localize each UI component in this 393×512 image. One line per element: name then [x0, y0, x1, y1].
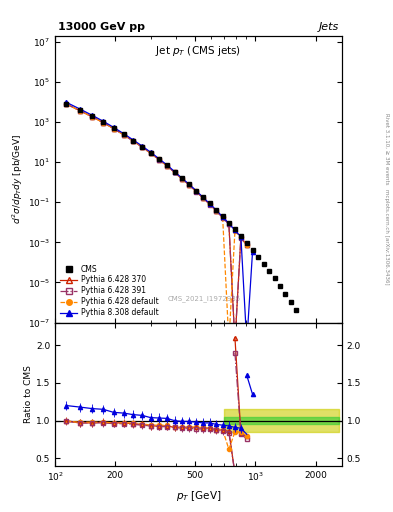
Pythia 6.428 default: [172, 169, 177, 176]
Pythia 6.428 default: [201, 195, 206, 201]
Text: Rivet 3.1.10, ≥ 3M events: Rivet 3.1.10, ≥ 3M events: [384, 113, 389, 184]
Pythia 6.428 391: [101, 120, 106, 126]
Pythia 6.428 391: [208, 201, 212, 207]
Pythia 8.308 default: [77, 106, 82, 112]
Pythia 8.308 default: [130, 137, 135, 143]
Pythia 6.428 370: [194, 188, 199, 195]
Pythia 8.308 default: [180, 175, 184, 181]
Pythia 8.308 default: [148, 149, 153, 155]
Pythia 6.428 370: [77, 108, 82, 114]
Pythia 6.428 default: [111, 125, 116, 132]
Pythia 6.428 default: [90, 114, 94, 120]
Pythia 8.308 default: [214, 207, 219, 214]
Pythia 6.428 391: [220, 215, 225, 221]
Pythia 6.428 370: [226, 221, 231, 227]
Pythia 6.428 391: [148, 150, 153, 156]
Pythia 8.308 default: [239, 233, 243, 240]
Pythia 8.308 default: [101, 118, 106, 124]
Y-axis label: $d^{2}\sigma/dp_Tdy$ [pb/GeV]: $d^{2}\sigma/dp_Tdy$ [pb/GeV]: [11, 134, 25, 224]
Pythia 8.308 default: [233, 227, 237, 233]
Pythia 6.428 default: [165, 163, 169, 169]
Pythia 8.308 default: [194, 188, 199, 194]
Pythia 8.308 default: [220, 214, 225, 220]
Pythia 6.428 370: [121, 132, 126, 138]
Pythia 8.308 default: [201, 195, 206, 201]
Pythia 6.428 391: [165, 163, 169, 169]
Pythia 6.428 391: [111, 125, 116, 132]
Pythia 8.308 default: [121, 131, 126, 137]
Line: Pythia 8.308 default: Pythia 8.308 default: [64, 100, 243, 239]
Text: Jets: Jets: [319, 22, 339, 32]
Pythia 6.428 370: [130, 138, 135, 144]
Line: Pythia 6.428 391: Pythia 6.428 391: [64, 102, 231, 226]
Pythia 6.428 391: [156, 157, 161, 163]
Pythia 6.428 default: [148, 150, 153, 156]
Pythia 8.308 default: [172, 168, 177, 175]
Pythia 6.428 370: [214, 208, 219, 214]
Pythia 6.428 370: [111, 125, 116, 132]
Pythia 6.428 370: [187, 182, 192, 188]
Pythia 6.428 370: [140, 144, 145, 150]
Pythia 6.428 391: [194, 188, 199, 195]
Pythia 6.428 370: [201, 195, 206, 201]
Pythia 6.428 370: [220, 215, 225, 221]
Pythia 6.428 default: [121, 132, 126, 138]
Pythia 6.428 default: [130, 138, 135, 144]
Pythia 6.428 370: [148, 150, 153, 156]
Pythia 6.428 default: [187, 182, 192, 188]
Pythia 6.428 370: [101, 119, 106, 125]
Pythia 8.308 default: [165, 162, 169, 168]
Pythia 6.428 391: [226, 221, 231, 227]
Pythia 6.428 default: [220, 215, 225, 221]
Pythia 6.428 391: [64, 101, 69, 107]
Pythia 6.428 370: [165, 163, 169, 169]
Pythia 6.428 370: [64, 101, 69, 107]
Pythia 6.428 default: [208, 201, 212, 207]
Pythia 6.428 391: [77, 108, 82, 114]
Pythia 6.428 default: [180, 176, 184, 182]
Text: CMS_2021_I1972985: CMS_2021_I1972985: [168, 296, 241, 303]
Text: Jet $p_T$ (CMS jets): Jet $p_T$ (CMS jets): [156, 45, 241, 58]
Pythia 8.308 default: [140, 143, 145, 149]
Pythia 8.308 default: [156, 156, 161, 162]
Pythia 6.428 default: [64, 101, 69, 107]
Pythia 8.308 default: [226, 220, 231, 226]
Pythia 8.308 default: [90, 112, 94, 118]
Pythia 6.428 default: [194, 188, 199, 195]
Pythia 6.428 370: [90, 114, 94, 120]
Pythia 6.428 391: [172, 169, 177, 176]
Pythia 6.428 default: [214, 208, 219, 214]
Legend: CMS, Pythia 6.428 370, Pythia 6.428 391, Pythia 6.428 default, Pythia 8.308 defa: CMS, Pythia 6.428 370, Pythia 6.428 391,…: [59, 263, 160, 319]
Pythia 6.428 391: [201, 195, 206, 201]
Text: mcplots.cern.ch [arXiv:1306.3436]: mcplots.cern.ch [arXiv:1306.3436]: [384, 189, 389, 285]
Pythia 8.308 default: [64, 99, 69, 105]
Pythia 8.308 default: [111, 124, 116, 131]
Pythia 6.428 370: [156, 157, 161, 163]
Pythia 6.428 391: [180, 176, 184, 182]
Pythia 6.428 391: [187, 182, 192, 188]
Pythia 6.428 370: [172, 169, 177, 176]
Pythia 6.428 391: [140, 144, 145, 150]
Pythia 8.308 default: [187, 181, 192, 187]
X-axis label: $p_T$ [GeV]: $p_T$ [GeV]: [176, 489, 221, 503]
Text: 13000 GeV pp: 13000 GeV pp: [58, 22, 145, 32]
Pythia 6.428 391: [130, 138, 135, 144]
Pythia 6.428 370: [180, 176, 184, 182]
Line: Pythia 6.428 default: Pythia 6.428 default: [64, 102, 225, 220]
Line: Pythia 6.428 370: Pythia 6.428 370: [64, 102, 231, 226]
Pythia 8.308 default: [208, 201, 212, 207]
Y-axis label: Ratio to CMS: Ratio to CMS: [24, 365, 33, 423]
Pythia 6.428 391: [214, 208, 219, 214]
Pythia 6.428 default: [101, 119, 106, 125]
Pythia 6.428 370: [208, 201, 212, 207]
Pythia 6.428 default: [140, 144, 145, 150]
Pythia 6.428 default: [156, 157, 161, 163]
Pythia 6.428 default: [77, 108, 82, 114]
Pythia 6.428 391: [90, 114, 94, 120]
Pythia 6.428 391: [121, 132, 126, 138]
